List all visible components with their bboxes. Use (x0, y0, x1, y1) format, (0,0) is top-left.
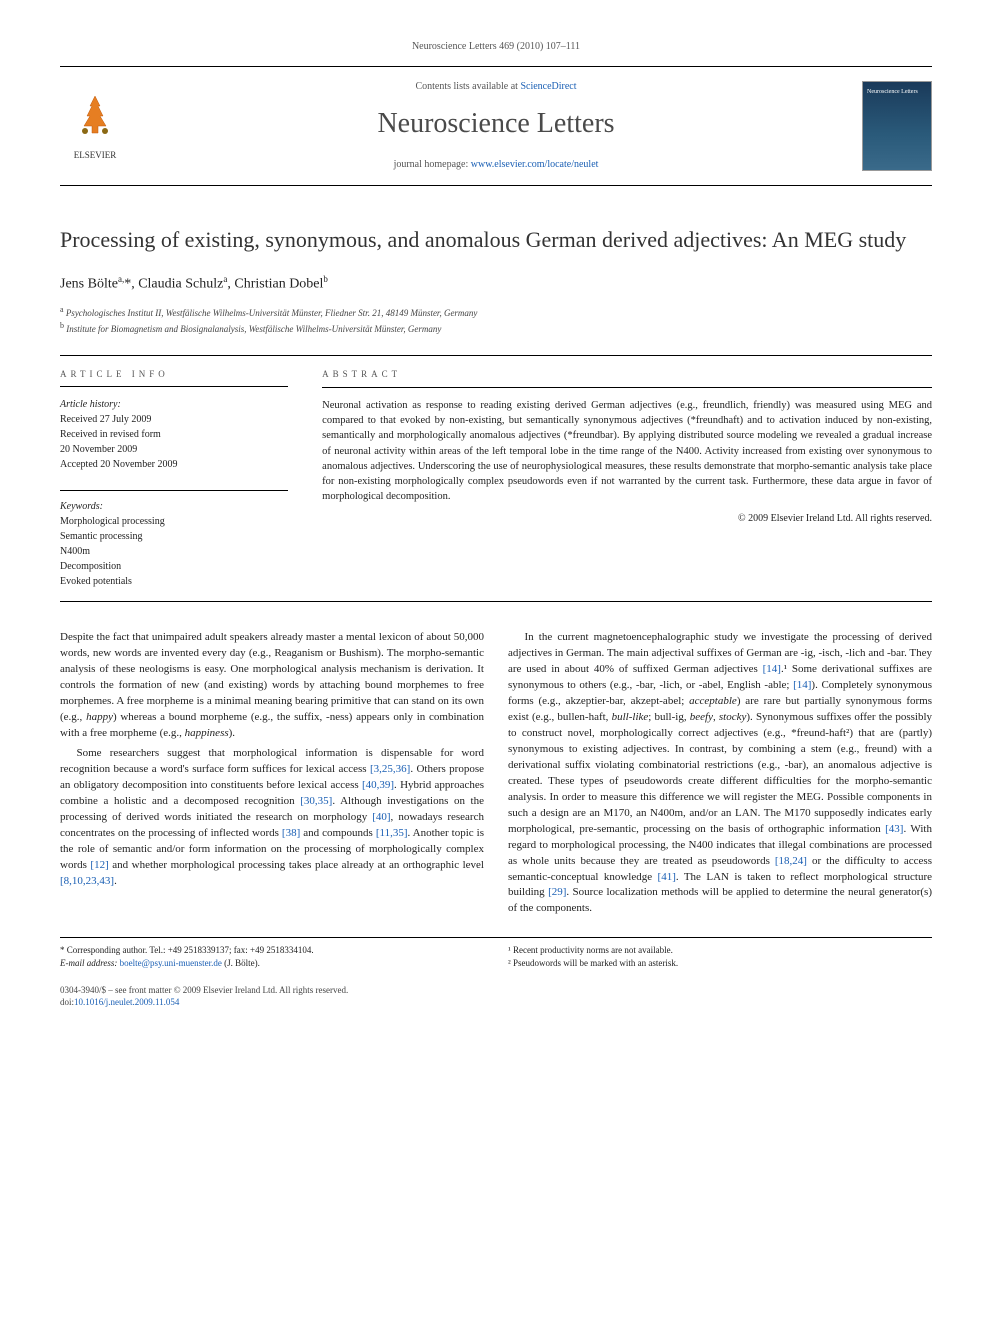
keyword: Decomposition (60, 559, 288, 574)
ref-link[interactable]: [18,24] (775, 855, 807, 867)
footnote: ² Pseudowords will be marked with an ast… (508, 957, 932, 970)
keyword: Evoked potentials (60, 574, 288, 589)
ref-link[interactable]: [14] (793, 679, 811, 691)
ref-link[interactable]: [40,39] (362, 779, 394, 791)
homepage-line: journal homepage: www.elsevier.com/locat… (130, 158, 862, 172)
elsevier-tree-icon (70, 91, 120, 141)
sciencedirect-link[interactable]: ScienceDirect (520, 81, 576, 92)
contents-line: Contents lists available at ScienceDirec… (130, 80, 862, 94)
keywords-separator (60, 486, 288, 491)
footnotes-left: * Corresponding author. Tel.: +49 251833… (60, 944, 484, 969)
history-line: Received 27 July 2009 (60, 412, 288, 427)
ref-link[interactable]: [3,25,36] (370, 763, 410, 775)
footnote: E-mail address: boelte@psy.uni-muenster.… (60, 957, 484, 970)
ref-link[interactable]: [8,10,23,43] (60, 875, 114, 887)
article-title: Processing of existing, synonymous, and … (60, 226, 932, 255)
affiliation: b Institute for Biomagnetism and Biosign… (60, 320, 932, 337)
ref-link[interactable]: [40] (372, 811, 390, 823)
header-citation: Neuroscience Letters 469 (2010) 107–111 (60, 40, 932, 54)
homepage-prefix: journal homepage: (394, 159, 471, 170)
history-line: Received in revised form (60, 427, 288, 442)
abstract-heading: abstract (322, 368, 932, 388)
ref-link[interactable]: [38] (282, 827, 300, 839)
keywords-block: Keywords: Morphological processingSemant… (60, 499, 288, 589)
abstract-copyright: © 2009 Elsevier Ireland Ltd. All rights … (322, 512, 932, 527)
abstract: abstract Neuronal activation as response… (304, 356, 932, 602)
affiliation: a Psychologisches Institut II, Westfälis… (60, 304, 932, 321)
body-paragraph: In the current magnetoencephalographic s… (508, 630, 932, 917)
journal-title: Neuroscience Letters (130, 104, 862, 143)
history-line: 20 November 2009 (60, 442, 288, 457)
history-label: Article history: (60, 397, 288, 412)
ref-link[interactable]: [43] (885, 823, 903, 835)
keyword: Morphological processing (60, 514, 288, 529)
footnote: * Corresponding author. Tel.: +49 251833… (60, 944, 484, 957)
abstract-text: Neuronal activation as response to readi… (322, 398, 932, 505)
info-abstract-row: article info Article history: Received 2… (60, 355, 932, 603)
body-paragraph: Some researchers suggest that morphologi… (60, 746, 484, 889)
ref-link[interactable]: [29] (548, 886, 566, 898)
footnotes-right: ¹ Recent productivity norms are not avai… (508, 944, 932, 969)
ref-link[interactable]: [30,35] (300, 795, 332, 807)
footnotes: * Corresponding author. Tel.: +49 251833… (60, 937, 932, 969)
contents-prefix: Contents lists available at (415, 81, 520, 92)
article-info: article info Article history: Received 2… (60, 356, 304, 602)
masthead-center: Contents lists available at ScienceDirec… (130, 80, 862, 171)
email-link[interactable]: boelte@psy.uni-muenster.de (120, 958, 222, 968)
affiliations: a Psychologisches Institut II, Westfälis… (60, 304, 932, 337)
ref-link[interactable]: [11,35] (376, 827, 408, 839)
masthead: ELSEVIER Contents lists available at Sci… (60, 66, 932, 186)
doi-label: doi: (60, 997, 74, 1007)
article-info-heading: article info (60, 368, 288, 388)
article-history: Article history: Received 27 July 2009Re… (60, 397, 288, 472)
ref-link[interactable]: [14] (763, 663, 781, 675)
journal-thumb-label: Neuroscience Letters (867, 88, 918, 96)
footnote: ¹ Recent productivity norms are not avai… (508, 944, 932, 957)
body-text: Despite the fact that unimpaired adult s… (60, 630, 932, 917)
journal-cover-thumb: Neuroscience Letters (862, 81, 932, 171)
homepage-link[interactable]: www.elsevier.com/locate/neulet (471, 159, 599, 170)
keywords-label: Keywords: (60, 499, 288, 514)
ref-link[interactable]: [41] (658, 871, 676, 883)
history-line: Accepted 20 November 2009 (60, 457, 288, 472)
body-paragraph: Despite the fact that unimpaired adult s… (60, 630, 484, 742)
publisher-name: ELSEVIER (60, 149, 130, 162)
publisher-logo: ELSEVIER (60, 91, 130, 161)
keyword: N400m (60, 544, 288, 559)
bottom-bar: 0304-3940/$ – see front matter © 2009 El… (60, 984, 932, 1009)
keyword: Semantic processing (60, 529, 288, 544)
issn-line: 0304-3940/$ – see front matter © 2009 El… (60, 984, 932, 997)
doi-link[interactable]: 10.1016/j.neulet.2009.11.054 (74, 997, 179, 1007)
authors: Jens Böltea,*, Claudia Schulza, Christia… (60, 273, 932, 294)
ref-link[interactable]: [12] (90, 859, 108, 871)
